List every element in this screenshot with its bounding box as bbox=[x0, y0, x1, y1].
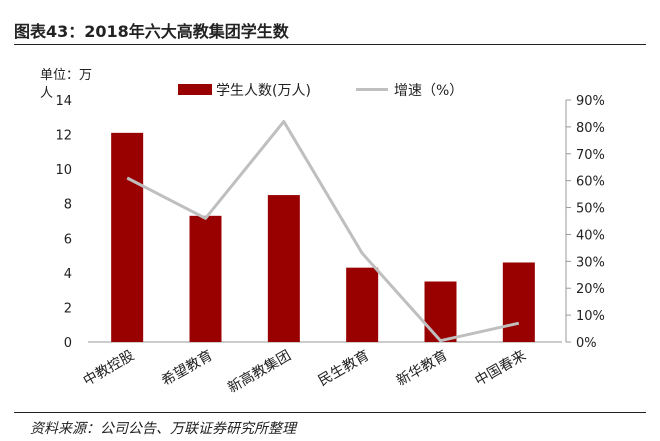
bar-6 bbox=[502, 262, 535, 342]
y-right-tick-label: 60% bbox=[576, 175, 605, 190]
unit-label-line1: 单位：万 bbox=[40, 68, 93, 83]
bar-4 bbox=[346, 267, 379, 342]
y-left-tick-label: 10 bbox=[55, 163, 72, 178]
x-category-label: 希望教育 bbox=[159, 348, 215, 390]
legend-bar-label: 学生人数(万人) bbox=[216, 83, 311, 99]
y-right-tick-label: 80% bbox=[576, 121, 605, 136]
legend-line-label: 增速（%） bbox=[394, 83, 463, 99]
unit-label-line2: 人 bbox=[40, 86, 54, 101]
y-left-tick-label: 6 bbox=[64, 232, 72, 247]
x-category-label: 中教控股 bbox=[81, 348, 137, 390]
y-right-tick-label: 30% bbox=[576, 255, 605, 270]
y-right-tick-label: 70% bbox=[576, 148, 605, 163]
y-left-tick-label: 4 bbox=[64, 267, 72, 282]
figure-title: 图表43：2018年六大高教集团学生数 bbox=[14, 22, 289, 41]
y-left-tick-label: 0 bbox=[64, 336, 72, 351]
y-right-tick-label: 20% bbox=[576, 282, 605, 297]
growth-line bbox=[126, 120, 520, 343]
top-rule bbox=[14, 44, 646, 45]
source-note: 资料来源：公司公告、万联证券研究所整理 bbox=[30, 421, 296, 437]
x-category-label: 新华教育 bbox=[394, 348, 450, 390]
y-right-tick-label: 40% bbox=[576, 228, 605, 243]
bottom-rule bbox=[14, 412, 646, 413]
bar-5 bbox=[424, 281, 457, 342]
y-left-tick-label: 2 bbox=[64, 301, 72, 316]
x-category-label: 新高教集团 bbox=[225, 347, 294, 397]
bar-2 bbox=[189, 215, 222, 342]
bar-1 bbox=[111, 132, 144, 342]
x-category-label: 民生教育 bbox=[316, 348, 372, 390]
y-right-tick-label: 10% bbox=[576, 309, 605, 324]
y-left-tick-label: 8 bbox=[64, 198, 72, 213]
y-left-tick-label: 12 bbox=[55, 129, 72, 144]
x-category-label: 中国春来 bbox=[472, 348, 528, 390]
bar-3 bbox=[267, 195, 300, 342]
y-right-tick-label: 0% bbox=[576, 336, 597, 351]
y-right-tick-label: 50% bbox=[576, 202, 605, 217]
legend-bar-swatch bbox=[178, 84, 212, 95]
y-right-tick-label: 90% bbox=[576, 94, 605, 109]
y-left-tick-label: 14 bbox=[55, 94, 72, 109]
